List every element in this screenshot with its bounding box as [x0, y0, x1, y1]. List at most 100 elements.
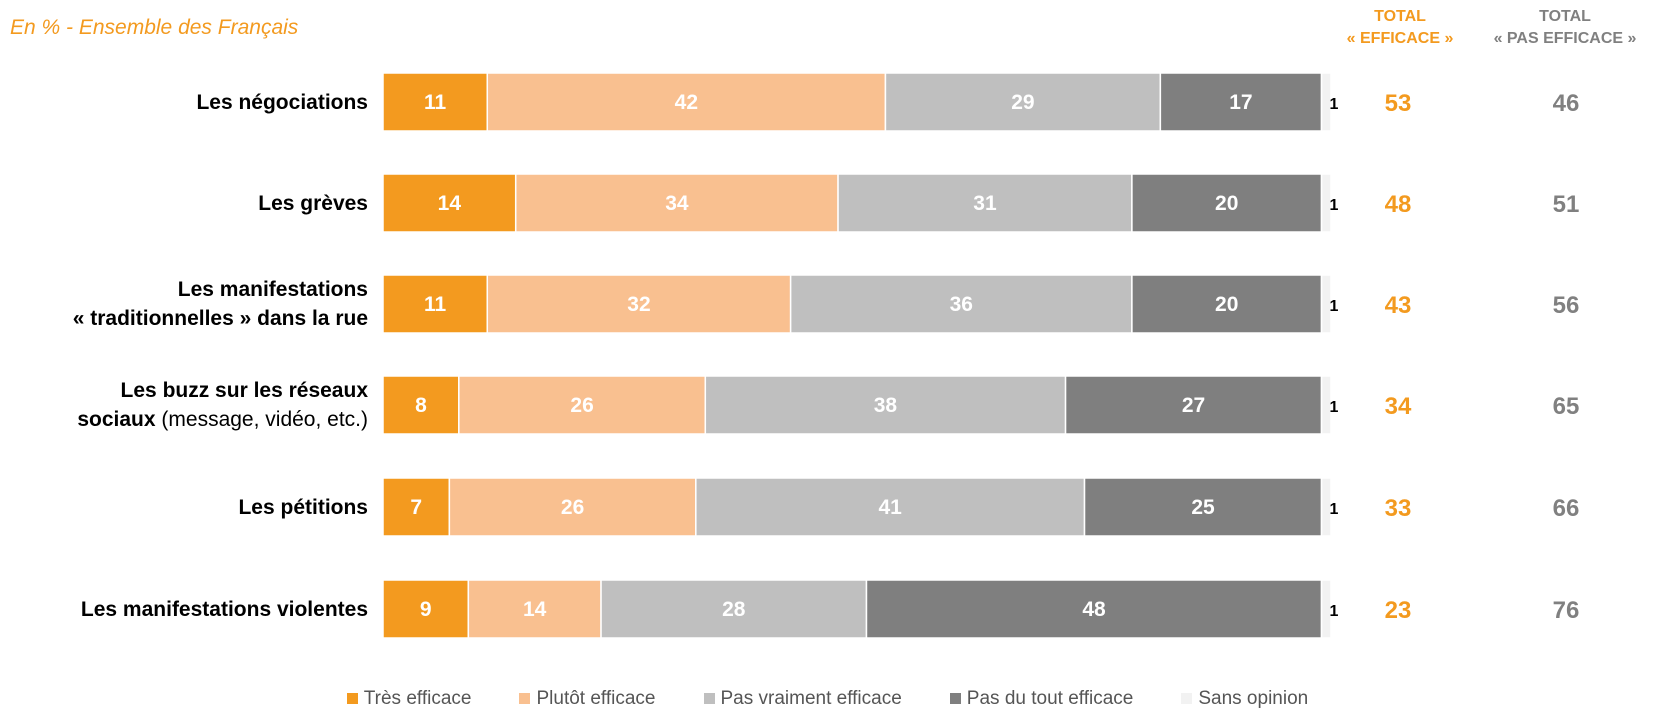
bar-value-label: 1 [1330, 197, 1339, 214]
row-label-line: Les pétitions [238, 493, 368, 522]
total-efficace-header: TOTAL « EFFICACE » [1330, 6, 1470, 50]
bar-value-label: 1 [1330, 603, 1339, 620]
total-pas-efficace-value: 76 [1553, 597, 1580, 624]
total-efficace-header-line1: TOTAL [1374, 8, 1426, 25]
bar-value-label: 42 [675, 91, 698, 114]
total-efficace-header-line2: « EFFICACE » [1346, 30, 1454, 47]
row-label-detail-text: (message, vidéo, etc.) [155, 408, 368, 431]
row-label-bold-text: Les buzz sur les réseaux [120, 379, 368, 402]
total-efficace-value: 33 [1385, 495, 1412, 522]
bar-value-label: 1 [1330, 96, 1339, 113]
bar-segment [1131, 274, 1323, 334]
bar-value-label: 14 [523, 598, 547, 621]
bar-value-label: 11 [424, 91, 447, 114]
total-efficace-value: 53 [1385, 90, 1412, 117]
bar-value-label: 20 [1215, 192, 1238, 215]
total-pas-efficace-value: 65 [1553, 393, 1580, 420]
row-label-bold-text: sociaux [77, 408, 156, 431]
row-label-bold-text: Les manifestations violentes [80, 597, 368, 621]
bar-segment [1320, 173, 1332, 233]
legend-label: Pas du tout efficace [966, 687, 1134, 709]
legend-label: Sans opinion [1198, 687, 1309, 709]
bar-segment [1159, 72, 1323, 132]
legend-label: Très efficace [363, 687, 472, 709]
bar-value-label: 9 [420, 598, 432, 621]
bar-value-label: 28 [722, 598, 746, 621]
legend-swatch [1181, 693, 1193, 704]
bar-value-label: 1 [1330, 501, 1339, 518]
row-label-line: Les manifestations [178, 275, 368, 304]
chart-subtitle: En % - Ensemble des Français [10, 16, 299, 39]
bar-value-label: 14 [438, 192, 462, 215]
bar-segment [467, 579, 602, 639]
legend-swatch [949, 693, 961, 704]
bar-value-label: 8 [415, 394, 427, 417]
bar-segment [884, 72, 1162, 132]
row-label-bold-text: Les négociations [196, 90, 368, 114]
legend-label: Pas vraiment efficace [720, 687, 902, 709]
row-label: Les manifestations « traditionnelles » da… [0, 271, 368, 337]
bar-value-label: 48 [1082, 598, 1106, 621]
total-pas-efficace-value: 56 [1553, 292, 1580, 319]
bar-value-label: 26 [561, 496, 584, 519]
legend-label: Plutôt efficace [536, 687, 656, 709]
total-pas-efficace-header: TOTAL « PAS EFFICACE » [1480, 6, 1650, 50]
bar-segment [865, 579, 1323, 639]
bar-segment [458, 375, 707, 435]
row-label-line: sociaux (message, vidéo, etc.) [77, 405, 368, 434]
total-pas-efficace-value: 51 [1553, 191, 1580, 218]
row-label: Les grèves [0, 170, 368, 236]
bar-value-label: 26 [570, 394, 593, 417]
bar-segment [837, 173, 1133, 233]
bar-segment [789, 274, 1133, 334]
bar-value-label: 27 [1182, 394, 1205, 417]
bar-segment [486, 72, 887, 132]
bar-segment [1320, 579, 1332, 639]
bar-segment [1320, 72, 1332, 132]
total-pas-efficace-value: 66 [1553, 495, 1580, 522]
bar-value-label: 36 [950, 293, 973, 316]
row-label-line: Les négociations [196, 88, 368, 117]
bar-value-label: 1 [1330, 298, 1339, 315]
bar-segment [1131, 173, 1323, 233]
total-efficace-value: 34 [1385, 393, 1412, 420]
legend-item: Plutôt efficace [519, 687, 656, 709]
total-pas-efficace-header-line2: « PAS EFFICACE » [1493, 30, 1637, 47]
total-efficace-value: 23 [1385, 597, 1412, 624]
bar-value-label: 32 [627, 293, 650, 316]
row-label-bold-text: Les grèves [258, 191, 368, 215]
total-pas-efficace-value: 46 [1553, 90, 1580, 117]
bar-segment [1320, 274, 1332, 334]
row-label-line: Les grèves [258, 189, 368, 218]
legend-item: Très efficace [346, 687, 472, 709]
bar-segment [1064, 375, 1323, 435]
total-efficace-value: 48 [1385, 191, 1412, 218]
bar-segment [1320, 375, 1332, 435]
chart-legend: Très efficace Plutôt efficace Pas vraiment… [0, 688, 1655, 709]
bar-segment [382, 579, 470, 639]
legend-item: Pas du tout efficace [949, 687, 1134, 709]
row-label-bold-text: Les pétitions [238, 495, 368, 519]
bar-value-label: 38 [874, 394, 898, 417]
row-label: Les pétitions [0, 474, 368, 540]
bar-segment [514, 173, 839, 233]
bar-segment [382, 375, 460, 435]
bar-value-label: 34 [665, 192, 689, 215]
row-label-line: Les manifestations violentes [81, 595, 368, 624]
bar-value-label: 17 [1229, 91, 1252, 114]
legend-swatch [703, 693, 715, 704]
row-label: Les négociations [0, 69, 368, 135]
row-label-bold-text: Les manifestations [177, 278, 368, 301]
bar-segment [486, 274, 792, 334]
legend-item: Pas vraiment efficace [703, 687, 902, 709]
bar-value-label: 20 [1215, 293, 1238, 316]
total-efficace-value: 43 [1385, 292, 1412, 319]
bar-segment [1083, 477, 1323, 537]
bar-segment [1320, 477, 1332, 537]
bar-value-label: 31 [973, 192, 997, 215]
bar-value-label: 1 [1330, 399, 1339, 416]
bar-value-label: 29 [1011, 91, 1034, 114]
row-label-line: Les buzz sur les réseaux [121, 376, 368, 405]
bar-segment [695, 477, 1086, 537]
